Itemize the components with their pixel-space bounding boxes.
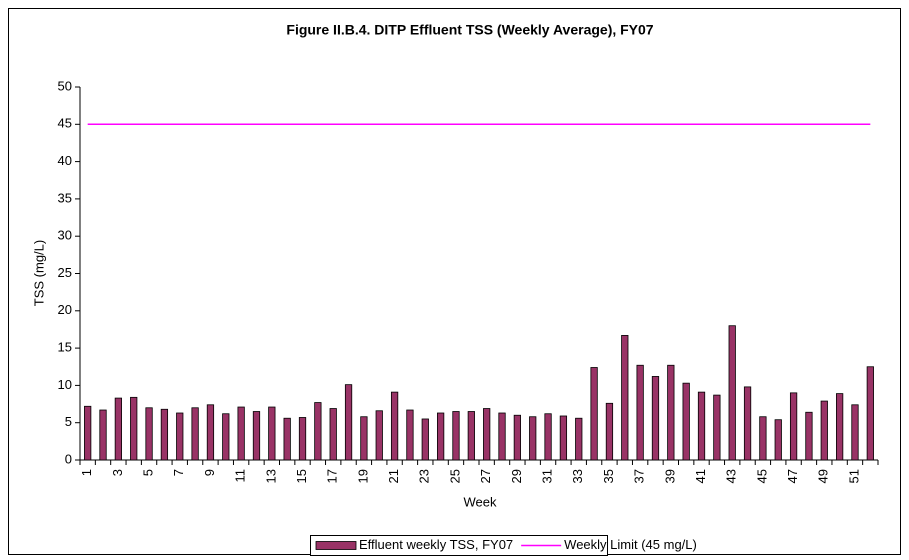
legend: Effluent weekly TSS, FY07 Weekly Limit (4… [310,535,697,556]
y-tick-label: 15 [58,340,72,355]
legend-swatch [315,541,357,550]
y-tick-label: 20 [58,302,72,317]
x-tick-label: 5 [140,469,155,476]
bar [268,406,276,461]
y-tick-label: 30 [58,228,72,243]
bar [789,392,798,461]
y-tick-label: 5 [65,414,72,429]
bar [590,367,598,461]
bar [866,366,874,461]
bar [160,408,169,461]
bar [406,409,414,461]
x-tick-label: 9 [202,469,217,476]
bar [759,416,767,461]
bar [651,376,660,461]
bar [437,412,445,461]
bar [283,417,291,461]
x-tick-label: 29 [509,469,524,483]
x-tick-label: 31 [539,469,554,483]
bar [529,416,537,461]
x-tick-label: 51 [846,469,861,483]
bar [820,400,828,461]
legend-frame [310,535,608,556]
x-tick-label: 27 [478,469,493,483]
bar [298,417,307,461]
y-tick-label: 40 [58,153,72,168]
bar [314,402,322,461]
bar [390,391,399,461]
x-tick-label: 11 [233,469,248,483]
bar [375,410,383,461]
bar [329,408,337,461]
x-tick-label: 43 [724,469,739,483]
chart-title: Figure II.B.4. DITP Effluent TSS (Weekly… [286,22,653,38]
x-tick-label: 45 [754,469,769,483]
y-axis-label: TSS (mg/L) [31,240,46,306]
bar [360,416,368,461]
x-tick-label: 17 [325,469,340,483]
x-tick-label: 49 [816,469,831,483]
bar [605,402,614,461]
bar [682,382,690,461]
bar [344,384,353,461]
bar [836,393,844,461]
x-tick-label: 15 [294,469,309,483]
bar [805,411,813,461]
bar [513,414,521,461]
bar [544,413,552,461]
bar [206,404,215,461]
x-tick-label: 33 [570,469,585,483]
bar [452,411,460,461]
bar [222,413,230,461]
bar [237,406,245,461]
x-tick-label: 23 [417,469,432,483]
x-tick-label: 19 [355,469,370,483]
x-tick-label: 39 [662,469,677,483]
x-tick-label: 1 [79,469,94,476]
bar [130,396,138,461]
bar [114,397,122,461]
x-tick-label: 3 [110,469,125,476]
bar [713,394,721,461]
x-tick-label: 13 [263,469,278,483]
y-tick-label: 25 [58,265,72,280]
bar [483,408,491,461]
x-tick-label: 25 [447,469,462,483]
x-tick-label: 21 [386,469,401,483]
bar [851,404,859,461]
bar [743,386,752,461]
x-tick-label: 7 [171,469,186,476]
x-tick-label: 37 [632,469,647,483]
bar [667,364,675,461]
bar [176,412,184,461]
x-axis-label: Week [464,494,497,509]
bar [636,364,644,461]
bar [99,409,107,461]
bar [575,417,583,461]
y-tick-label: 45 [58,116,72,131]
legend-label: Effluent weekly TSS, FY07 [359,537,513,552]
bar [621,335,629,461]
y-tick-label: 50 [58,78,72,93]
bar [84,405,92,461]
bar [774,419,782,461]
bar [421,418,429,461]
x-tick-label: 47 [785,469,800,483]
x-tick-label: 41 [693,469,708,483]
bar [252,411,261,461]
bar [191,407,199,461]
legend-label: Weekly Limit (45 mg/L) [564,537,697,552]
y-tick-label: 35 [58,190,72,205]
bar [697,391,706,461]
y-tick-label: 10 [58,377,72,392]
bar [145,407,153,461]
bar [498,412,506,461]
bar [467,411,475,461]
y-tick-label: 0 [65,451,72,466]
bar [559,415,568,461]
bar [728,325,736,461]
x-tick-label: 35 [601,469,616,483]
